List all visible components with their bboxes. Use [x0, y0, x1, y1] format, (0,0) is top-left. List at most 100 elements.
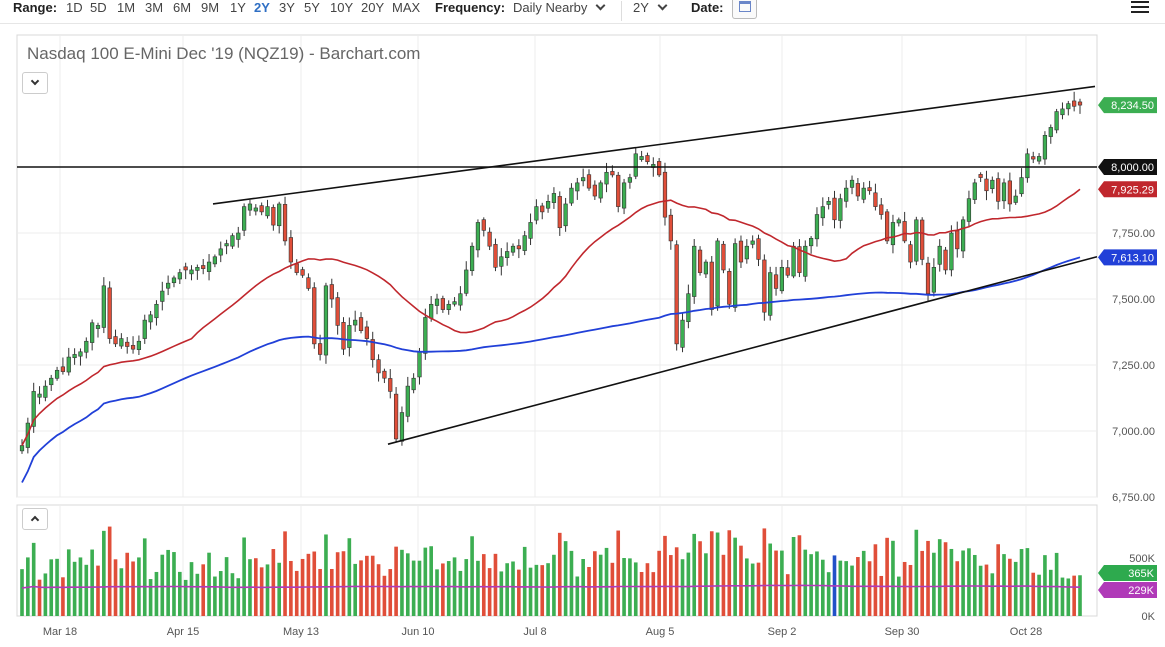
volume-bar	[61, 577, 65, 616]
volume-bar	[785, 574, 790, 616]
range-1y-button[interactable]: 1Y	[230, 0, 246, 15]
candle-body	[388, 378, 393, 392]
candle-body	[1025, 153, 1030, 179]
candle	[160, 281, 165, 311]
range-2y-button[interactable]: 2Y	[254, 0, 270, 15]
candle-body	[265, 206, 270, 217]
candle-body	[920, 219, 925, 260]
candle	[218, 241, 223, 263]
candle-body	[148, 314, 153, 323]
volume-bar	[218, 571, 223, 616]
volume-bar	[388, 569, 393, 616]
candle	[966, 190, 972, 227]
volume-bar	[435, 569, 439, 616]
range-max-button[interactable]: MAX	[392, 0, 421, 15]
volume-bar	[394, 546, 398, 616]
volume-bar	[978, 565, 983, 616]
candle-body	[323, 285, 329, 356]
candle	[849, 175, 855, 195]
candle-body	[113, 336, 118, 345]
volume-bar	[961, 550, 965, 616]
range-5d-button[interactable]: 5D	[90, 0, 107, 15]
range-1m-button[interactable]: 1M	[117, 0, 136, 15]
volume-bar	[487, 568, 492, 616]
volume-bar	[902, 561, 907, 616]
range-6m-button[interactable]: 6M	[173, 0, 192, 15]
range-1d-button[interactable]: 1D	[66, 0, 83, 15]
candle	[937, 239, 942, 272]
candle-body	[259, 205, 264, 213]
candle	[627, 173, 633, 189]
volume-bar	[1025, 548, 1030, 616]
range-9m-button[interactable]: 9M	[201, 0, 220, 15]
candle	[586, 169, 592, 191]
candle-body	[779, 267, 785, 292]
volume-bar	[125, 552, 130, 616]
candle-body	[1042, 135, 1048, 160]
candle	[171, 275, 177, 288]
candle	[411, 373, 416, 394]
frequency-select[interactable]: Daily Nearby	[513, 0, 606, 15]
candle	[37, 386, 42, 405]
candle-body	[621, 182, 627, 209]
candle	[797, 239, 802, 278]
range-3m-button[interactable]: 3M	[145, 0, 164, 15]
candle-body	[855, 183, 860, 197]
range-5y-button[interactable]: 5Y	[304, 0, 320, 15]
candle	[148, 310, 153, 330]
volume-bar	[429, 546, 433, 616]
candle-body	[136, 340, 142, 350]
candle	[996, 172, 1001, 210]
volume-bar	[850, 565, 854, 616]
date-label: Date:	[691, 0, 724, 15]
candle-body	[37, 393, 42, 398]
candle-body	[861, 187, 866, 200]
volume-bar	[294, 570, 299, 616]
volume-bar	[347, 538, 352, 616]
candle	[633, 148, 638, 180]
volume-bar	[470, 536, 474, 616]
candle	[341, 317, 346, 355]
range-10y-button[interactable]: 10Y	[330, 0, 354, 15]
candle	[1054, 108, 1059, 134]
y-tick-label: 7,000.00	[1112, 426, 1155, 438]
candle-body	[586, 174, 592, 189]
candle	[107, 281, 112, 344]
volume-bar	[446, 561, 451, 616]
candle	[867, 180, 872, 195]
volume-bar	[657, 550, 661, 616]
volume-bar	[633, 562, 638, 616]
candle-body	[733, 243, 738, 308]
candle-body	[697, 249, 703, 273]
range-20y-button[interactable]: 20Y	[361, 0, 385, 15]
candle-body	[680, 319, 685, 348]
volume-bar	[651, 572, 656, 616]
candle	[820, 197, 825, 226]
candle	[1031, 151, 1036, 164]
candle-body	[43, 385, 48, 398]
candle	[282, 196, 288, 246]
candle	[686, 284, 691, 329]
candle	[78, 348, 83, 366]
volume-bar	[160, 554, 165, 616]
candle-body	[282, 204, 288, 242]
candle	[540, 202, 545, 220]
menu-button[interactable]	[1131, 1, 1149, 15]
candle-body	[955, 230, 960, 250]
volume-bar	[493, 553, 498, 616]
period-select[interactable]: 2Y	[633, 0, 668, 15]
date-picker-button[interactable]	[732, 0, 757, 19]
collapse-chart-button[interactable]	[22, 72, 48, 94]
candle-body	[405, 385, 410, 417]
candle	[31, 382, 36, 433]
x-tick-label: Sep 30	[885, 626, 920, 638]
candle	[1001, 178, 1007, 209]
candle-body	[119, 338, 124, 347]
volume-bar	[534, 564, 539, 616]
candle-body	[721, 243, 726, 271]
candle	[277, 201, 282, 234]
candle-body	[212, 256, 218, 265]
candle-body	[849, 179, 855, 188]
range-3y-button[interactable]: 3Y	[279, 0, 295, 15]
collapse-volume-button[interactable]	[22, 508, 48, 530]
